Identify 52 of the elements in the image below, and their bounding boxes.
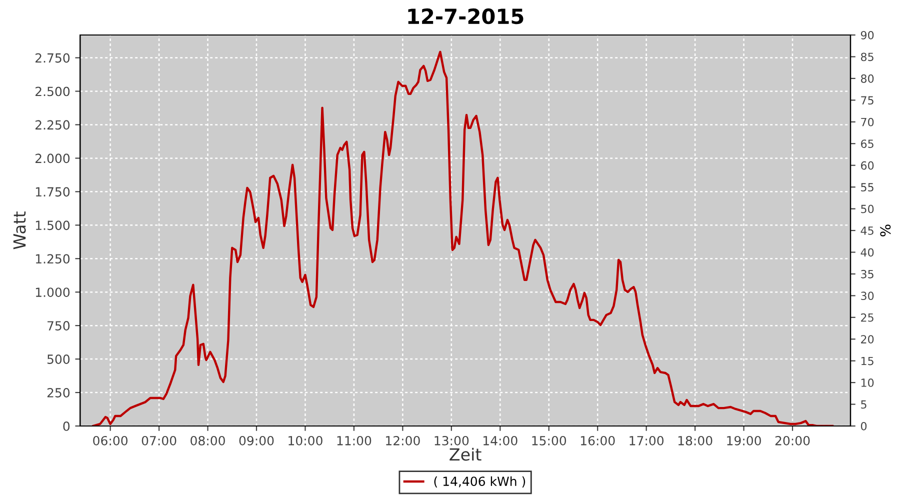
- y2-tick-label: 90: [860, 30, 874, 40]
- x-tick-label: 19:00: [727, 436, 761, 446]
- y2-tick-label: 50: [861, 204, 874, 214]
- y2-tick-label: 55: [861, 183, 874, 192]
- y2-tick-label: 25: [861, 313, 874, 322]
- y2-tick-label: 65: [861, 140, 874, 148]
- y-tick-label: 250: [47, 388, 70, 398]
- x-tick-label: 13:00: [434, 436, 469, 446]
- y-tick-label: 1.000: [36, 288, 70, 298]
- y-tick-label: 1.750: [36, 187, 70, 197]
- y2-tick-label: 40: [860, 248, 874, 257]
- y2-tick-label: 20: [861, 335, 874, 344]
- line-series: [92, 50, 834, 426]
- x-tick-label: 14:00: [484, 436, 518, 446]
- y-tick-label: 0: [63, 421, 70, 431]
- x-tick-label: 07:00: [142, 436, 176, 446]
- x-tick-label: 06:00: [93, 436, 128, 446]
- y2-tick-label: 45: [860, 226, 874, 235]
- y-tick-label: 750: [48, 321, 70, 330]
- y2-tick-label: 75: [861, 96, 874, 105]
- y-tick-label: 2.500: [36, 86, 70, 96]
- x-tick-label: 10:00: [288, 436, 322, 446]
- x-tick-label: 09:00: [239, 436, 274, 446]
- y-tick-label: 2.750: [36, 53, 70, 63]
- y2-tick-label: 60: [861, 161, 874, 170]
- x-tick-label: 11:00: [337, 436, 372, 446]
- x-tick-label: 20:00: [775, 436, 810, 446]
- x-tick-label: 12:00: [386, 436, 420, 446]
- y2-tick-label: 85: [860, 52, 874, 62]
- y2-tick-label: 70: [861, 118, 874, 126]
- y2-axis-title: %: [880, 224, 891, 236]
- y2-tick-label: 5: [861, 400, 866, 409]
- x-tick-label: 08:00: [190, 436, 225, 446]
- x-tick-label: 15:00: [532, 436, 566, 446]
- chart-title: 12-7-2015: [408, 8, 524, 24]
- y-tick-label: 2.000: [36, 154, 70, 164]
- y-tick-label: 2.250: [36, 120, 70, 130]
- y-tick-label: 1.250: [36, 254, 70, 264]
- x-axis-title: Zeit: [450, 448, 482, 461]
- y2-tick-label: 30: [861, 292, 874, 300]
- x-tick-label: 18:00: [678, 436, 712, 446]
- y2-tick-label: 35: [861, 270, 874, 278]
- y2-tick-label: 10: [861, 378, 874, 387]
- y2-tick-label: 80: [860, 74, 874, 83]
- x-tick-label: 16:00: [580, 436, 615, 446]
- y-axis-title: Watt: [13, 212, 26, 250]
- legend-label: ( 14,406 kWh ): [434, 476, 526, 488]
- x-tick-label: 17:00: [630, 436, 664, 446]
- y2-tick-label: 15: [861, 356, 874, 366]
- y-tick-label: 500: [47, 354, 70, 364]
- y-tick-label: 1.500: [36, 220, 70, 230]
- y2-tick-label: 0: [860, 422, 867, 430]
